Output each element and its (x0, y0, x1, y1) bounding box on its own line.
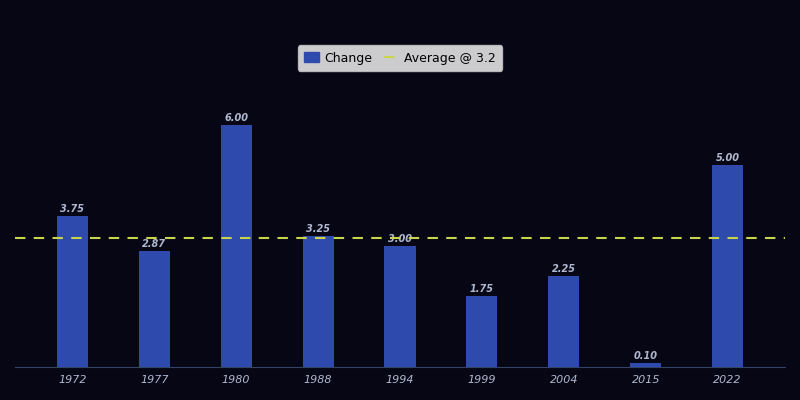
Text: 3.25: 3.25 (306, 224, 330, 234)
Bar (548, 276, 579, 367)
Text: 3.00: 3.00 (388, 234, 412, 244)
Bar (138, 251, 170, 367)
Bar (57, 216, 88, 367)
Bar (302, 236, 334, 367)
Text: 1.75: 1.75 (470, 284, 494, 294)
Text: 5.00: 5.00 (716, 153, 740, 163)
Text: 6.00: 6.00 (224, 113, 248, 123)
Bar (630, 363, 662, 367)
Bar (221, 125, 252, 367)
Bar (712, 165, 743, 367)
Text: 0.10: 0.10 (634, 351, 658, 361)
Text: 3.75: 3.75 (60, 204, 84, 214)
Bar (466, 296, 498, 367)
Text: 2.87: 2.87 (142, 239, 166, 249)
Bar (385, 246, 415, 367)
Legend: Change, Average @ 3.2: Change, Average @ 3.2 (298, 45, 502, 71)
Text: 2.25: 2.25 (552, 264, 576, 274)
